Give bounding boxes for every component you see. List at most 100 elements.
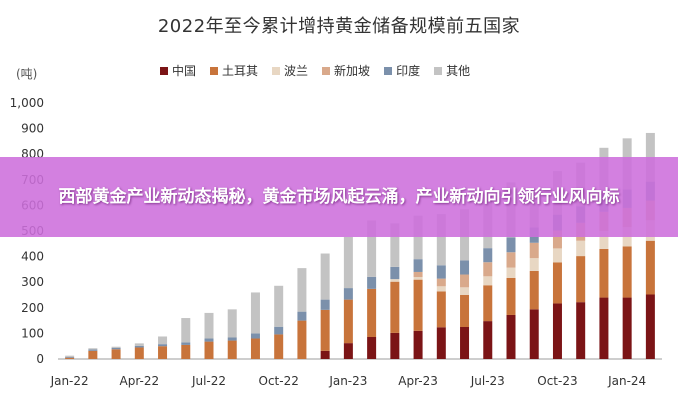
bar-segment	[460, 295, 470, 327]
headline-text: 西部黄金产业新动态揭秘，黄金市场风起云涌，产业新动向引领行业风向标	[58, 187, 620, 207]
bar-segment	[552, 230, 562, 249]
legend-label: 新加坡	[334, 64, 371, 78]
bar-segment	[343, 343, 353, 359]
legend-item: 中国	[160, 62, 196, 79]
bar-segment	[506, 267, 516, 278]
bar-segment	[88, 350, 98, 359]
bar-segment	[367, 336, 377, 359]
bar-segment	[390, 223, 400, 267]
y-tick-label: 200	[21, 301, 44, 315]
y-tick-label: 0	[36, 352, 44, 366]
y-tick-label: 400	[21, 250, 44, 264]
bar-segment	[436, 265, 446, 279]
bar-segment	[134, 347, 144, 359]
bar-segment	[367, 276, 377, 289]
legend-swatch	[272, 66, 281, 75]
bar-segment	[88, 348, 98, 350]
bar-segment	[88, 349, 98, 351]
legend-swatch	[160, 66, 168, 75]
bar-segment	[65, 355, 75, 357]
legend-item: 新加坡	[322, 62, 370, 79]
bar-segment	[158, 344, 168, 347]
bar-segment	[483, 285, 493, 322]
bar-segment	[599, 248, 609, 298]
bar-segment	[111, 346, 121, 348]
bar-segment	[390, 281, 400, 333]
bar-segment	[320, 253, 330, 300]
bar-segment	[413, 271, 423, 278]
legend-item: 印度	[384, 62, 420, 79]
bar-segment	[645, 294, 655, 359]
bar-segment	[483, 248, 493, 263]
legend-swatch	[434, 66, 443, 75]
bar-segment	[343, 288, 353, 300]
legend-label: 波兰	[284, 64, 309, 78]
x-tick-label: Jul-22	[191, 374, 226, 388]
bar-segment	[483, 276, 493, 286]
bar-segment	[390, 279, 400, 282]
bar-segment	[599, 297, 609, 359]
bar-segment	[227, 337, 237, 341]
bar-segment	[367, 220, 377, 277]
bar-segment	[506, 314, 516, 359]
bar-segment	[111, 349, 121, 359]
bar-segment	[367, 288, 377, 337]
bar-segment	[436, 327, 446, 359]
y-tick-label: 300	[21, 275, 44, 289]
y-tick-label: 100	[21, 326, 44, 340]
bar-segment	[158, 336, 168, 345]
bar-segment	[413, 277, 423, 280]
bar-segment	[460, 287, 470, 295]
bar-segment	[413, 279, 423, 331]
bar-segment	[390, 266, 400, 280]
bar-segment	[343, 236, 353, 289]
bar-segment	[460, 260, 470, 275]
x-tick-label: Jan-22	[50, 374, 89, 388]
y-tick-label: 1,000	[10, 96, 44, 110]
bar-segment	[204, 341, 214, 359]
bar-segment	[343, 299, 353, 344]
bar-segment	[576, 240, 586, 257]
y-tick-label: 900	[21, 122, 44, 136]
legend-label: 中国	[172, 64, 197, 78]
bar-segment	[552, 303, 562, 359]
x-tick-label: Jan-24	[607, 374, 646, 388]
bar-segment	[483, 321, 493, 359]
y-axis-unit-label: (吨)	[16, 67, 38, 81]
bar-segment	[297, 311, 307, 321]
bar-segment	[320, 299, 330, 310]
bar-segment	[134, 343, 144, 346]
bar-segment	[506, 252, 516, 268]
bar-segment	[436, 278, 446, 287]
legend-item: 其他	[434, 62, 470, 79]
bar-segment	[529, 242, 539, 259]
x-tick-label: Jul-23	[470, 374, 505, 388]
bar-segment	[413, 215, 423, 260]
bar-segment	[65, 357, 75, 359]
chart-title: 2022年至今累计增持黄金储备规模前五国家	[157, 16, 521, 37]
bar-segment	[576, 302, 586, 359]
bar-segment	[436, 291, 446, 328]
bar-segment	[529, 258, 539, 271]
x-tick-label: Apr-22	[120, 374, 160, 388]
chart-legend: 中国 土耳其 波兰 新加坡 印度 其他	[160, 62, 580, 79]
bar-segment	[460, 274, 470, 288]
bar-segment	[436, 286, 446, 292]
bar-segment	[436, 214, 446, 266]
bar-segment	[529, 309, 539, 359]
legend-label: 其他	[446, 64, 471, 78]
bar-segment	[552, 262, 562, 304]
legend-label: 土耳其	[222, 64, 259, 78]
bar-segment	[506, 237, 516, 253]
bar-segment	[250, 338, 260, 359]
x-tick-label: Jan-23	[328, 374, 367, 388]
bar-segment	[297, 268, 307, 312]
bar-segment	[599, 231, 609, 249]
bar-segment	[529, 270, 539, 310]
x-tick-label: Oct-23	[537, 374, 577, 388]
bar-segment	[181, 342, 191, 345]
bar-segment	[274, 326, 284, 335]
bar-segment	[460, 327, 470, 359]
bar-segment	[250, 333, 260, 339]
bar-segment	[134, 345, 144, 348]
